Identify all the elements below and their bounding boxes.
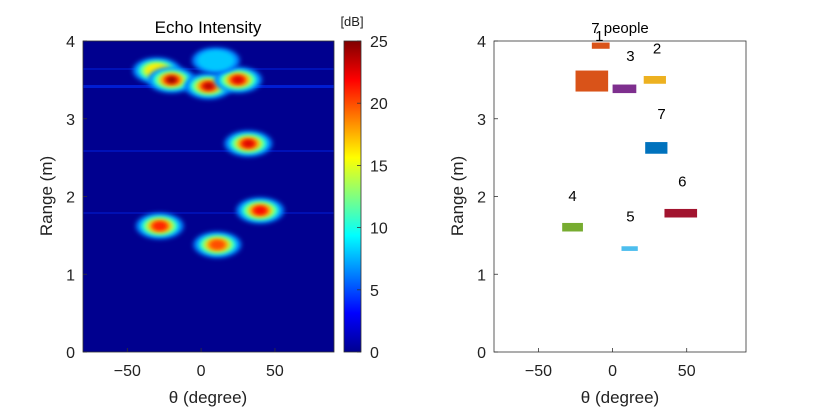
heatmap-y-tick-label: 0: [66, 345, 75, 362]
cluster-x-tick-label: −50: [525, 363, 552, 380]
heatmap-blobs: [83, 47, 334, 258]
heatmap-x-tick-label: 0: [197, 363, 206, 380]
cluster-y-tick-label: 1: [477, 267, 486, 284]
heat-blob: [233, 76, 244, 83]
heatmap-title: Echo Intensity: [155, 18, 262, 37]
heat-streak: [83, 212, 334, 214]
cluster-5: [621, 246, 638, 251]
heat-blob: [243, 140, 254, 147]
heat-blob: [212, 241, 223, 248]
colorbar-tick-label: 10: [370, 221, 388, 238]
heat-streak: [83, 150, 334, 152]
heatmap-x-tick-label: 50: [266, 363, 284, 380]
heatmap-ylabel: Range (m): [37, 156, 56, 236]
cluster-2: [643, 75, 666, 84]
colorbar-tick-label: 0: [370, 345, 379, 362]
heatmap-y-tick-label: 1: [66, 267, 75, 284]
heat-blob: [166, 76, 177, 83]
cluster-label-5: 5: [626, 208, 634, 225]
cluster-label-4: 4: [568, 188, 576, 205]
cluster-xlabel: θ (degree): [581, 388, 659, 407]
cluster-3: [612, 84, 637, 94]
heatmap-y-tick-label: 4: [66, 34, 75, 51]
cluster-chart: 7 people 1 2 3 4 5 6 7 −50 0 50 0 1 2 3 4 θ (degree)…: [448, 20, 747, 407]
cluster-title: 7 people: [591, 20, 649, 37]
cluster-label-1: 1: [595, 28, 603, 45]
cluster-x-tick-label: 0: [608, 363, 617, 380]
colorbar-tick-label: 5: [370, 283, 379, 300]
heatmap-xlabel: θ (degree): [169, 388, 247, 407]
cluster-label-2: 2: [653, 40, 661, 57]
cluster-y-tick-label: 2: [477, 190, 486, 207]
heat-blob: [255, 207, 266, 214]
cluster-1b: [591, 42, 610, 49]
colorbar-tick-label: 20: [370, 96, 388, 113]
cluster-label-7: 7: [657, 106, 665, 123]
cluster-ylabel: Range (m): [448, 156, 467, 236]
cluster-label-3: 3: [626, 48, 634, 65]
colorbar-unit: [dB]: [340, 14, 363, 29]
cluster-y-tick-label: 3: [477, 112, 486, 129]
heat-blob: [203, 83, 214, 90]
heat-blob: [154, 223, 165, 230]
colorbar: [343, 40, 362, 353]
cluster-7: [645, 142, 668, 154]
heatmap-x-tick-label: −50: [114, 363, 141, 380]
cluster-1: [575, 70, 609, 92]
cluster-y-tick-label: 4: [477, 34, 486, 51]
cluster-6: [664, 208, 698, 218]
heatmap-y-tick-label: 3: [66, 112, 75, 129]
cluster-x-tick-label: 50: [678, 363, 696, 380]
colorbar-tick-label: 15: [370, 158, 388, 175]
heatmap-y-tick-label: 2: [66, 190, 75, 207]
colorbar-tick-label: 25: [370, 34, 388, 51]
cluster-label-6: 6: [678, 173, 686, 190]
cluster-y-tick-label: 0: [477, 345, 486, 362]
cluster-4: [562, 222, 583, 232]
heat-blob: [210, 57, 221, 64]
